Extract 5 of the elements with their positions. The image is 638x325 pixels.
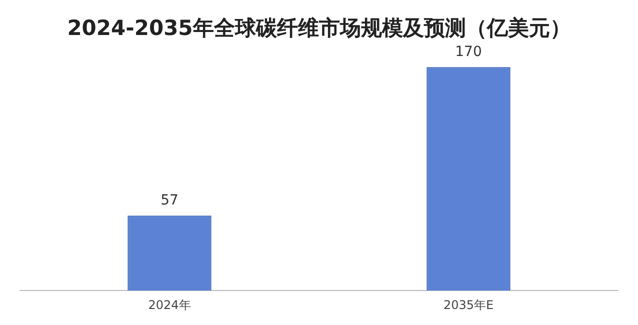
data-label: 57 xyxy=(160,192,178,208)
chart-title: 2024-2035年全球碳纤维市场规模及预测（亿美元） xyxy=(66,15,572,42)
x-tick-label: 2024年 xyxy=(148,298,191,312)
x-tick-label: 2035年E xyxy=(443,298,494,312)
data-label: 170 xyxy=(455,44,482,60)
